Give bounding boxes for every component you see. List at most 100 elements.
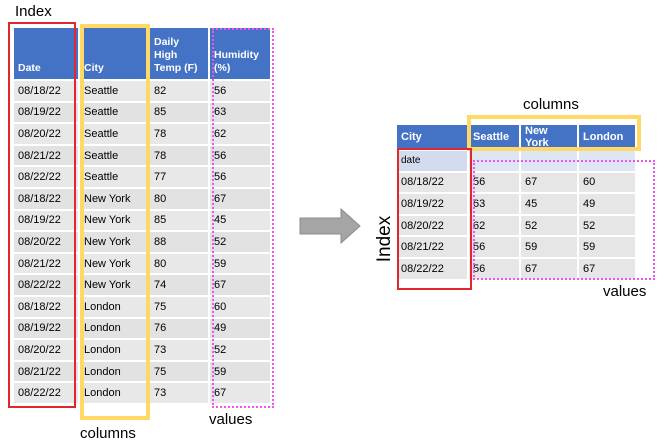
cell-city: New York	[80, 188, 148, 209]
cell-temp: 77	[150, 167, 208, 187]
pivot-index-cell: 08/19/22	[397, 194, 467, 214]
cell-date: 08/19/22	[14, 102, 78, 123]
columns-highlight-box	[80, 24, 150, 420]
cell-city: London	[80, 318, 148, 339]
cell-date: 08/22/22	[14, 167, 78, 187]
pivot-index-cell: 08/18/22	[397, 172, 467, 193]
cell-city: Seattle	[80, 102, 148, 123]
cell-temp: 85	[150, 102, 208, 123]
cell-date: 08/20/22	[14, 340, 78, 360]
values-highlight-box	[212, 28, 274, 408]
pivot-index-cell: 08/20/22	[397, 215, 467, 236]
pivot-value-cell: 67	[521, 258, 577, 279]
cell-city: Seattle	[80, 81, 148, 101]
pivot-index-name: date	[397, 151, 467, 171]
pivot-value-cell: 52	[521, 215, 577, 236]
pivot-corner-city: City	[397, 125, 467, 149]
cell-city: London	[80, 361, 148, 382]
cell-date: 08/19/22	[14, 210, 78, 231]
pivot-row: 08/18/22 56 67 60	[397, 172, 635, 193]
cell-humidity: 56	[210, 167, 270, 187]
pivot-columns-highlight-box	[467, 115, 641, 151]
pivot-column-seattle: Seattle	[469, 125, 519, 149]
transform-arrow-icon	[299, 208, 361, 244]
values-label-bottom: values	[209, 411, 253, 428]
pivot-header-row: City Seattle New York London	[397, 125, 635, 149]
pivot-value-cell: 67	[521, 172, 577, 193]
source-row: 08/18/22 London 75 60	[14, 296, 270, 317]
pivot-value-cell: 56	[469, 237, 519, 257]
cell-humidity: 56	[210, 145, 270, 166]
pivot-value-cell: 45	[521, 194, 577, 214]
cell-humidity: 52	[210, 232, 270, 252]
cell-humidity: 56	[210, 81, 270, 101]
pivot-row: 08/21/22 56 59 59	[397, 237, 635, 257]
cell-temp: 76	[150, 318, 208, 339]
source-row: 08/19/22 London 76 49	[14, 318, 270, 339]
cell-city: London	[80, 383, 148, 403]
source-table: Date City Daily High Temp (F) Humidity (…	[12, 26, 272, 405]
cell-date: 08/20/22	[14, 232, 78, 252]
cell-temp: 88	[150, 232, 208, 252]
cell-temp: 75	[150, 361, 208, 382]
pivot-value-cell: 60	[579, 172, 635, 193]
cell-date: 08/21/22	[14, 253, 78, 274]
cell-humidity: 60	[210, 296, 270, 317]
cell-humidity: 59	[210, 253, 270, 274]
cell-humidity: 67	[210, 188, 270, 209]
cell-temp: 82	[150, 81, 208, 101]
pivot-row: 08/20/22 62 52 52	[397, 215, 635, 236]
cell-date: 08/22/22	[14, 275, 78, 295]
cell-date: 08/21/22	[14, 361, 78, 382]
values-label-right: values	[603, 283, 647, 300]
pivot-value-cell: 52	[579, 215, 635, 236]
columns-label-top: columns	[523, 96, 579, 113]
source-row: 08/22/22 London 73 67	[14, 383, 270, 403]
header-date: Date	[14, 28, 78, 79]
pivot-value-cell: 49	[579, 194, 635, 214]
cell-city: New York	[80, 253, 148, 274]
cell-humidity: 45	[210, 210, 270, 231]
cell-temp: 80	[150, 253, 208, 274]
cell-humidity: 59	[210, 361, 270, 382]
cell-city: New York	[80, 232, 148, 252]
pivot-column-new-york: New York	[521, 125, 577, 149]
pivot-row: 08/19/22 63 45 49	[397, 194, 635, 214]
cell-humidity: 52	[210, 340, 270, 360]
cell-humidity: 67	[210, 275, 270, 295]
pivot-value-cell: 56	[469, 258, 519, 279]
cell-city: London	[80, 296, 148, 317]
pivot-value-cell: 62	[469, 215, 519, 236]
source-row: 08/20/22 Seattle 78 62	[14, 124, 270, 144]
cell-temp: 73	[150, 340, 208, 360]
cell-city: Seattle	[80, 145, 148, 166]
cell-temp: 74	[150, 275, 208, 295]
pivot-index-highlight-box	[397, 148, 472, 290]
pivot-value-cell: 63	[469, 194, 519, 214]
cell-date: 08/21/22	[14, 145, 78, 166]
cell-date: 08/18/22	[14, 81, 78, 101]
pivot-index-cell: 08/22/22	[397, 258, 467, 279]
pivot-value-cell: 59	[579, 237, 635, 257]
source-row: 08/19/22 Seattle 85 63	[14, 102, 270, 123]
source-row: 08/19/22 New York 85 45	[14, 210, 270, 231]
header-city: City	[80, 28, 148, 79]
cell-temp: 78	[150, 145, 208, 166]
cell-city: Seattle	[80, 167, 148, 187]
pivot-value-cell: 56	[469, 172, 519, 193]
cell-date: 08/18/22	[14, 296, 78, 317]
source-row: 08/20/22 New York 88 52	[14, 232, 270, 252]
pivot-row: 08/22/22 56 67 67	[397, 258, 635, 279]
cell-temp: 80	[150, 188, 208, 209]
source-row: 08/18/22 New York 80 67	[14, 188, 270, 209]
cell-date: 08/18/22	[14, 188, 78, 209]
source-row: 08/21/22 New York 80 59	[14, 253, 270, 274]
cell-humidity: 49	[210, 318, 270, 339]
pivot-values-highlight-box	[473, 160, 655, 280]
cell-temp: 73	[150, 383, 208, 403]
cell-humidity: 63	[210, 102, 270, 123]
cell-temp: 75	[150, 296, 208, 317]
cell-date: 08/19/22	[14, 318, 78, 339]
index-label-side: Index	[374, 215, 395, 263]
cell-temp: 85	[150, 210, 208, 231]
